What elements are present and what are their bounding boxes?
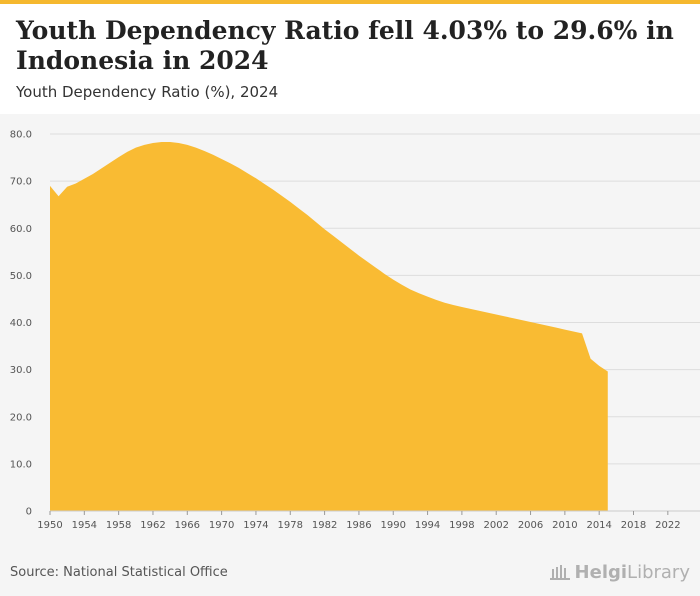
y-tick-label: 30.0 [10,365,32,376]
x-tick-label: 2002 [483,520,508,531]
y-tick-label: 70.0 [10,177,32,188]
chart-title: Youth Dependency Ratio fell 4.03% to 29.… [16,16,674,75]
source-note: Source: National Statistical Office [10,565,228,580]
x-tick-label: 1958 [106,520,131,531]
x-tick-label: 1974 [243,520,268,531]
y-tick-label: 20.0 [10,412,32,423]
x-tick-label: 1970 [209,520,234,531]
brand-name-library: Library [627,561,690,583]
area-chart: 0 10.0 20.0 30.0 40.0 50.0 60.0 70.0 80.0 1950 195… [10,130,700,531]
y-tick-label: 60.0 [10,224,32,235]
x-tick-label: 1994 [415,520,440,531]
brand-name-helgi: Helgi [574,561,628,583]
x-tick-label: 1990 [381,520,406,531]
x-tick-label: 1982 [312,520,337,531]
x-tick-label: 2018 [621,520,646,531]
helgi-library-logo: Helgi Library [549,560,690,584]
x-tick-label: 2014 [586,520,611,531]
footer [0,534,700,596]
library-building-icon [549,565,570,580]
x-tick-label: 1962 [140,520,165,531]
x-tick-label: 1978 [278,520,303,531]
area-series-indonesia [50,142,608,511]
x-tick-label: 1954 [72,520,97,531]
y-tick-label: 50.0 [10,271,32,282]
x-tick-label: 2010 [552,520,577,531]
top-accent-bar [0,0,700,4]
y-tick-label: 10.0 [10,459,32,470]
x-tick-label: 2022 [655,520,680,531]
x-tick-label: 2006 [518,520,543,531]
chart-header: Youth Dependency Ratio fell 4.03% to 29.… [0,4,700,114]
chart-subtitle: Youth Dependency Ratio (%), 2024 [16,83,279,101]
x-tick-label: 1986 [346,520,371,531]
x-tick-label: 1950 [37,520,62,531]
x-tick-label: 1998 [449,520,474,531]
x-tick-label: 1966 [175,520,200,531]
y-tick-label: 80.0 [10,130,32,141]
y-tick-label: 0 [26,507,32,518]
y-tick-label: 40.0 [10,318,32,329]
